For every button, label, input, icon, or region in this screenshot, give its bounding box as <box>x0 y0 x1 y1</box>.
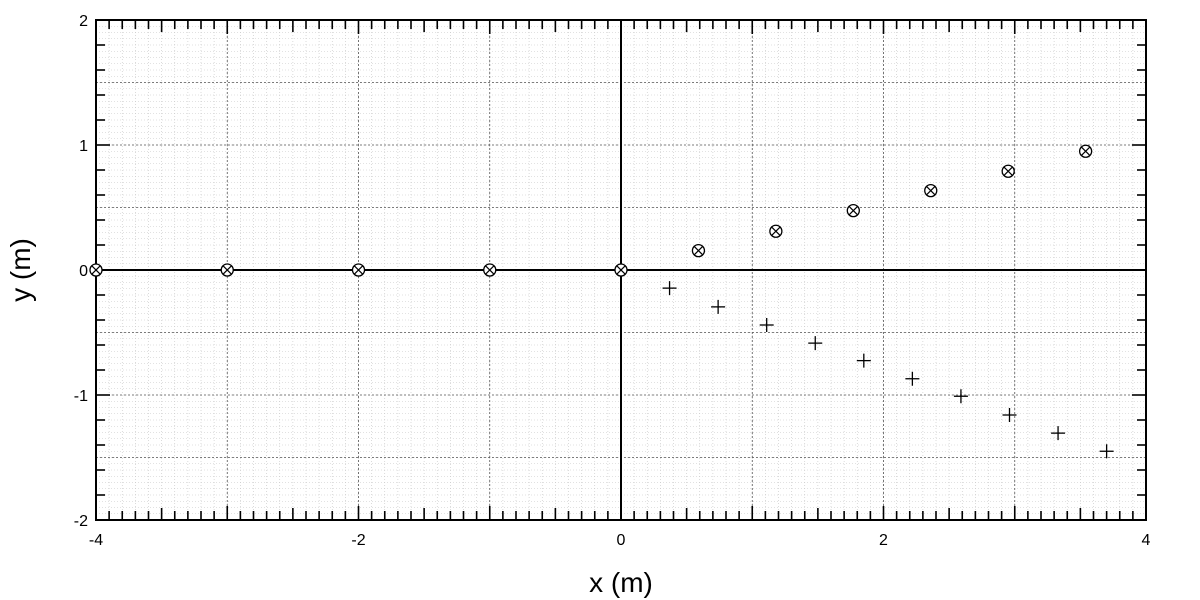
circle-cross-marker <box>691 243 706 258</box>
plus-marker <box>808 336 823 351</box>
y-tick-label: -2 <box>74 513 88 530</box>
x-axis-label: x (m) <box>589 567 653 598</box>
data-points <box>89 144 1114 459</box>
circle-cross-marker <box>846 203 860 218</box>
plus-marker <box>662 281 677 296</box>
circle-cross-marker <box>89 263 103 277</box>
y-tick-label: -1 <box>74 388 88 405</box>
circle-cross-marker <box>769 224 783 238</box>
x-tick-label: -4 <box>89 532 103 549</box>
y-tick-label: 0 <box>79 263 88 280</box>
plus-marker <box>1002 408 1017 422</box>
y-axis-label: y (m) <box>5 238 36 302</box>
plus-marker <box>1051 426 1066 441</box>
circle-cross-marker <box>1078 144 1093 158</box>
circle-cross-marker <box>220 263 234 277</box>
circle-cross-marker <box>351 263 366 277</box>
circle-cross-marker <box>1001 164 1015 178</box>
circle-cross-marker <box>614 263 628 277</box>
circle-cross-marker <box>483 263 497 277</box>
y-tick-label: 1 <box>79 138 88 155</box>
plus-marker <box>905 371 920 386</box>
plus-marker <box>759 318 774 332</box>
x-tick-label: 2 <box>879 532 888 549</box>
x-tick-label: 0 <box>617 532 626 549</box>
x-tick-label: -2 <box>351 532 365 549</box>
plus-marker <box>1099 444 1114 459</box>
circle-cross-marker <box>924 183 938 198</box>
y-tick-label: 2 <box>79 13 88 30</box>
plus-marker <box>711 299 726 314</box>
x-tick-label: 4 <box>1142 532 1151 549</box>
plus-marker <box>953 389 968 404</box>
plus-marker <box>856 353 871 368</box>
